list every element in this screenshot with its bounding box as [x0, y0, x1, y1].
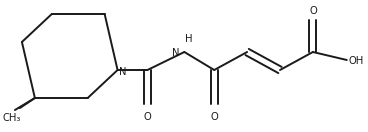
Text: OH: OH [349, 56, 364, 66]
Text: N: N [118, 67, 126, 77]
Text: O: O [144, 112, 151, 122]
Text: N: N [172, 48, 179, 58]
Text: H: H [185, 34, 193, 44]
Text: O: O [309, 6, 317, 16]
Text: CH₃: CH₃ [3, 113, 21, 123]
Text: O: O [210, 112, 218, 122]
